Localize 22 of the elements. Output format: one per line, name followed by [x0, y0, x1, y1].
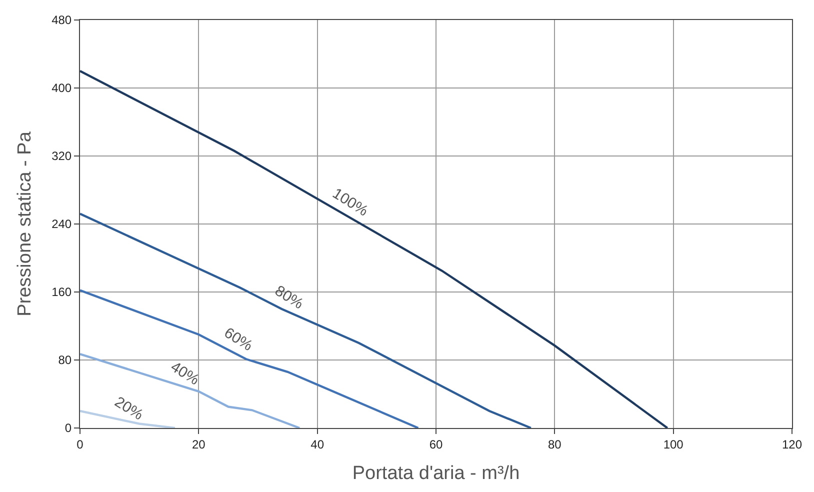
y-axis-title: Pressione statica - Pa: [14, 131, 36, 316]
y-tick-label: 160: [52, 285, 72, 300]
text: 20%: [112, 393, 146, 424]
y-tick-label: 400: [52, 81, 72, 96]
x-tick-label: 0: [76, 437, 84, 452]
x-axis-title: Portata d'aria - m³/h: [352, 463, 520, 484]
y-tick-label: 80: [58, 353, 72, 368]
y-tick-label: 240: [52, 217, 72, 232]
line-series: [80, 352, 301, 428]
x-tick-label: 80: [548, 437, 562, 452]
x-tick-label: 120: [782, 437, 802, 452]
x-tick-label: 100: [663, 437, 684, 452]
x-tick-label: 20: [192, 437, 206, 452]
x-tick-label: 40: [310, 437, 324, 452]
y-tick-label: 320: [52, 149, 72, 164]
line-series: [80, 70, 668, 428]
x-tick-label: 60: [429, 437, 443, 452]
text: 80%: [272, 282, 306, 313]
text: 60%: [221, 324, 256, 355]
y-tick-label: 480: [52, 13, 72, 28]
text: 40%: [168, 358, 202, 389]
y-tick-label: 0: [64, 421, 72, 436]
